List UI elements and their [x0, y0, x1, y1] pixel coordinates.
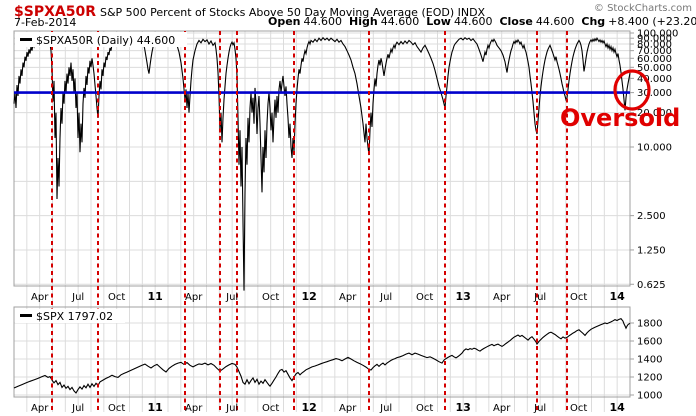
symbol-description: S&P 500 Percent of Stocks Above 50 Day M… — [99, 6, 486, 19]
x-axis-label: 12 — [302, 290, 317, 303]
spx-y-label: 1000 — [637, 391, 662, 402]
oversold-highlight-circle — [613, 69, 651, 111]
x-axis-label: Apr — [339, 403, 357, 414]
x-axis-label: Oct — [108, 403, 125, 414]
main-legend-bg — [15, 32, 187, 47]
chg-value: +8.400 (+23.20%) — [608, 15, 696, 28]
main-y-label: 20.000 — [637, 108, 672, 119]
x-axis-label: Jul — [379, 403, 392, 414]
spx-y-label: 1600 — [637, 337, 662, 348]
spx-y-label: 1400 — [637, 355, 662, 366]
x-axis-label: Oct — [570, 292, 587, 303]
main-y-label: 100.000 — [637, 29, 678, 40]
spx-series-line — [13, 318, 631, 394]
x-axis-label: 14 — [610, 290, 626, 303]
quote-date: 7-Feb-2014 — [14, 16, 77, 29]
main-y-label: 50.000 — [637, 63, 672, 74]
x-axis-label: Apr — [31, 403, 49, 414]
chg-label: Chg — [581, 15, 606, 28]
x-axis-label: 14 — [610, 401, 626, 414]
high-value: 44.600 — [380, 15, 420, 28]
symbol-title: $SPXA50R — [14, 4, 96, 20]
x-axis-label: Jul — [379, 292, 392, 303]
x-axis-label: 11 — [148, 401, 163, 414]
spx-y-label: 1800 — [637, 319, 662, 330]
x-axis-label: Apr — [185, 292, 203, 303]
x-axis-label: Apr — [31, 292, 49, 303]
open-label: Open — [268, 15, 301, 28]
main-y-label: 40.000 — [637, 74, 672, 85]
stockcharts-copyright: © StockCharts.com — [593, 3, 692, 14]
x-axis-label: Jul — [71, 292, 84, 303]
x-axis-label: Apr — [493, 292, 511, 303]
spx-legend-label: $SPX 1797.02 — [36, 310, 113, 323]
spx-panel-border — [13, 306, 631, 398]
x-axis-label: 11 — [148, 290, 163, 303]
x-axis-label: Oct — [108, 292, 125, 303]
main-y-label: 80.000 — [637, 40, 672, 51]
main-y-label: 90.000 — [637, 34, 672, 45]
x-axis-label: Oct — [416, 292, 433, 303]
x-axis-label: Oct — [416, 403, 433, 414]
x-axis-label: 13 — [456, 401, 471, 414]
main-y-label: 70.000 — [637, 46, 672, 57]
x-axis-label: Apr — [339, 292, 357, 303]
close-label: Close — [499, 15, 533, 28]
close-value: 44.600 — [535, 15, 575, 28]
main-y-label: 0.625 — [637, 280, 666, 291]
spx-y-label: 1200 — [637, 373, 662, 384]
oversold-annotation: Oversold — [560, 104, 681, 132]
x-axis-label: Jul — [225, 292, 238, 303]
main-panel-border — [13, 30, 631, 287]
main-y-label: 1.250 — [637, 245, 666, 256]
x-axis-label: Apr — [185, 403, 203, 414]
main-y-label: 10.000 — [637, 143, 672, 154]
spxa50r-series-line — [13, 36, 631, 291]
x-axis-label: 13 — [456, 290, 471, 303]
low-value: 44.600 — [453, 15, 493, 28]
x-axis-label: Jul — [533, 292, 546, 303]
main-y-label: 2.500 — [637, 211, 666, 222]
x-axis-label: Jul — [533, 403, 546, 414]
low-label: Low — [426, 15, 451, 28]
high-label: High — [349, 15, 378, 28]
x-axis-label: Oct — [262, 292, 279, 303]
x-axis-label: Oct — [262, 403, 279, 414]
chart-header: $SPXA50R S&P 500 Percent of Stocks Above … — [14, 1, 682, 20]
x-axis-label: Jul — [225, 403, 238, 414]
x-axis-label: 12 — [302, 401, 317, 414]
main-y-label: 30.000 — [637, 88, 672, 99]
main-y-label: 60.000 — [637, 54, 672, 65]
x-axis-label: Jul — [71, 403, 84, 414]
spx-legend-bg — [15, 309, 125, 323]
x-axis-label: Oct — [570, 403, 587, 414]
open-value: 44.600 — [303, 15, 343, 28]
x-axis-label: Apr — [493, 403, 511, 414]
main-legend-label: $SPXA50R (Daily) 44.600 — [36, 34, 175, 47]
quote-row: Open 44.600 High 44.600 Low 44.600 Close 44.600… — [268, 15, 696, 28]
